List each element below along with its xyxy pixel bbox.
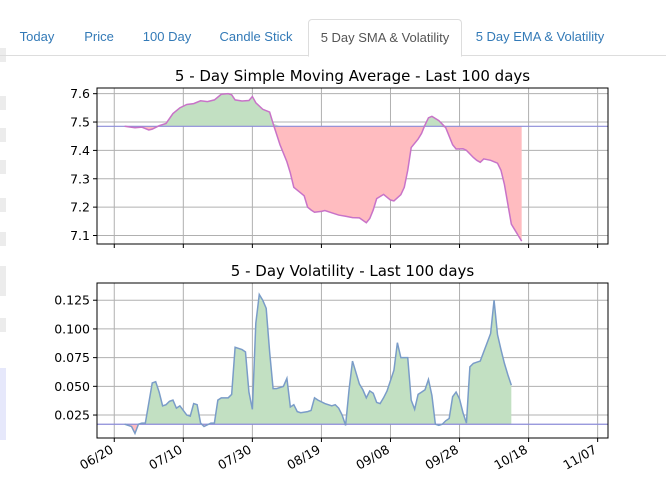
sidebar-block — [0, 318, 6, 332]
tab-price[interactable]: Price — [84, 29, 114, 44]
x-date-label: 07/30 — [215, 442, 254, 473]
y-tick-label: 0.075 — [54, 350, 90, 365]
sidebar-accent — [0, 368, 6, 440]
series-line — [124, 92, 523, 242]
area-above-baseline — [124, 93, 522, 127]
y-tick-label: 0.125 — [54, 293, 90, 308]
y-tick-label: 7.1 — [70, 228, 90, 243]
y-tick-label: 0.100 — [54, 321, 90, 336]
charts-figure: 7.1 7.2 7.3 7.4 7.5 7.6 5 - Day Simple Moving… — [54, 67, 609, 473]
volatility-chart: 0.025 0.050 0.075 0.100 0.125 06/20 07/10 07/30… — [54, 262, 609, 473]
y-tick-label: 7.3 — [70, 171, 90, 186]
tab-candle-stick[interactable]: Candle Stick — [219, 29, 293, 44]
x-date-label: 09/08 — [353, 442, 392, 473]
area-below-baseline — [124, 424, 512, 434]
volatility-chart-title: 5 - Day Volatility - Last 100 days — [231, 262, 475, 280]
x-date-label: 10/18 — [491, 442, 530, 473]
sma-plot-frame — [96, 87, 609, 245]
area-above-baseline — [124, 294, 512, 425]
sidebar-block — [0, 96, 6, 110]
tab-100-day[interactable]: 100 Day — [142, 29, 192, 44]
series-line — [124, 292, 513, 436]
sidebar-block — [0, 266, 6, 296]
x-date-label: 06/20 — [77, 442, 116, 473]
sidebar-block — [0, 232, 6, 246]
sidebar-block — [0, 128, 6, 142]
y-tick-label: 0.050 — [54, 379, 90, 394]
x-date-label: 09/28 — [422, 442, 461, 473]
y-tick-label: 7.2 — [70, 200, 90, 215]
tab-5-day-ema-volatility[interactable]: 5 Day EMA & Volatility — [475, 29, 605, 44]
tab-today[interactable]: Today — [19, 29, 55, 44]
y-tick-label: 7.4 — [70, 143, 90, 158]
sidebar-block — [0, 198, 6, 212]
y-tick-label: 7.6 — [70, 86, 90, 101]
tab-bar: Today Price 100 Day Candle Stick 5 Day S… — [0, 0, 666, 57]
area-below-baseline — [124, 126, 522, 242]
sma-chart-title: 5 - Day Simple Moving Average - Last 100… — [175, 67, 530, 85]
tab-5-day-sma-volatility[interactable]: 5 Day SMA & Volatility — [308, 19, 462, 57]
y-tick-label: 0.025 — [54, 408, 90, 423]
y-tick-label: 7.5 — [70, 115, 90, 130]
x-date-label: 11/07 — [560, 442, 599, 473]
x-date-label: 08/19 — [284, 442, 323, 473]
x-date-label: 07/10 — [146, 442, 185, 473]
volatility-plot-frame — [96, 282, 609, 439]
sidebar-block — [0, 160, 6, 174]
sma-chart: 7.1 7.2 7.3 7.4 7.5 7.6 5 - Day Simple Moving… — [70, 67, 609, 248]
